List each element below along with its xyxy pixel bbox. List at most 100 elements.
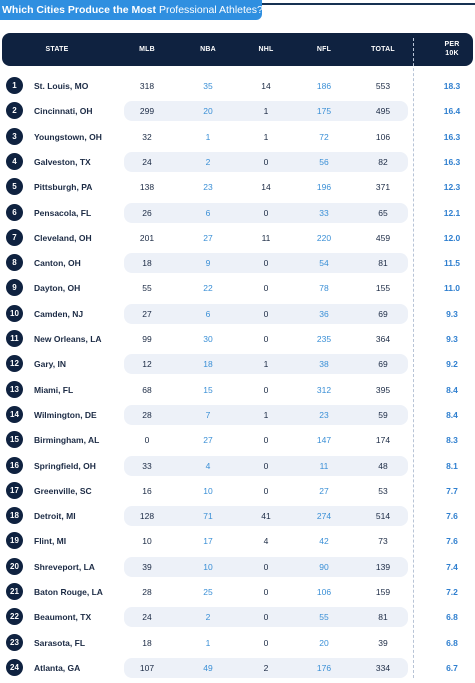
total-cell: 159 bbox=[375, 587, 391, 597]
total-cell: 81 bbox=[378, 612, 388, 623]
nhl-cell: 0 bbox=[263, 384, 269, 395]
per10k-cell: 11.5 bbox=[443, 258, 461, 269]
rank-badge: 6 bbox=[6, 203, 23, 221]
mlb-cell: 55 bbox=[142, 283, 152, 294]
total-cell: 371 bbox=[375, 182, 391, 193]
table-row: 20 Shreveport, LA 39 10 0 90 139 7.4 bbox=[2, 556, 473, 578]
per10k-cell: 12.1 bbox=[443, 207, 461, 218]
nfl-cell: 20 bbox=[319, 637, 329, 648]
nfl-cell: 175 bbox=[316, 106, 332, 117]
table-row: 8 Canton, OH 18 9 0 54 81 11.5 bbox=[2, 252, 473, 274]
state-cell: Shreveport, LA bbox=[34, 561, 95, 572]
mlb-cell: 128 bbox=[139, 511, 155, 522]
table-row: 2 Cincinnati, OH 299 20 1 175 495 16.4 bbox=[2, 100, 473, 122]
nhl-cell: 0 bbox=[263, 612, 269, 623]
per10k-cell: 8.3 bbox=[446, 435, 458, 446]
rank-badge: 18 bbox=[6, 507, 23, 525]
per10k-cell: 8.1 bbox=[446, 460, 458, 471]
nfl-cell: 27 bbox=[319, 485, 329, 496]
rank-badge: 3 bbox=[6, 127, 23, 145]
row-band bbox=[124, 607, 408, 628]
total-cell: 48 bbox=[378, 460, 388, 471]
row-band bbox=[124, 556, 408, 577]
nba-cell: 27 bbox=[203, 435, 213, 446]
table-row: 17 Greenville, SC 16 10 0 27 53 7.7 bbox=[2, 480, 473, 502]
nba-cell: 27 bbox=[203, 232, 213, 243]
nba-cell: 22 bbox=[203, 283, 213, 294]
nhl-cell: 41 bbox=[261, 511, 271, 522]
nfl-cell: 38 bbox=[319, 359, 329, 370]
table-row: 22 Beaumont, TX 24 2 0 55 81 6.8 bbox=[2, 606, 473, 628]
rank-badge: 9 bbox=[6, 279, 23, 297]
nhl-cell: 0 bbox=[263, 587, 269, 597]
total-cell: 174 bbox=[375, 435, 391, 446]
state-cell: Beaumont, TX bbox=[34, 612, 92, 623]
total-cell: 514 bbox=[375, 511, 391, 522]
table-row: 11 New Orleans, LA 99 30 0 235 364 9.3 bbox=[2, 328, 473, 350]
nfl-cell: 54 bbox=[319, 258, 329, 269]
mlb-cell: 16 bbox=[142, 485, 152, 496]
nhl-cell: 2 bbox=[263, 662, 269, 673]
mlb-cell: 10 bbox=[142, 536, 152, 547]
state-cell: Pittsburgh, PA bbox=[34, 182, 93, 193]
mlb-cell: 107 bbox=[139, 662, 155, 673]
nfl-cell: 312 bbox=[316, 384, 332, 395]
nhl-cell: 14 bbox=[261, 182, 271, 193]
table-row: 3 Youngstown, OH 32 1 1 72 106 16.3 bbox=[2, 126, 473, 148]
nba-cell: 17 bbox=[203, 536, 213, 547]
nba-cell: 1 bbox=[205, 637, 211, 648]
table-row: 15 Birmingham, AL 0 27 0 147 174 8.3 bbox=[2, 429, 473, 451]
per10k-cell: 7.6 bbox=[446, 536, 458, 547]
rank-badge: 11 bbox=[6, 330, 23, 347]
nba-cell: 71 bbox=[203, 511, 213, 522]
nfl-cell: 186 bbox=[316, 81, 332, 91]
state-cell: Baton Rouge, LA bbox=[34, 587, 103, 597]
state-cell: Galveston, TX bbox=[34, 156, 91, 167]
nfl-cell: 78 bbox=[319, 283, 329, 294]
state-cell: Birmingham, AL bbox=[34, 435, 100, 446]
state-cell: Wilmington, DE bbox=[34, 409, 97, 420]
per10k-cell: 16.3 bbox=[443, 131, 461, 142]
nba-cell: 23 bbox=[203, 182, 213, 193]
total-cell: 69 bbox=[378, 359, 388, 370]
nfl-cell: 23 bbox=[319, 409, 329, 420]
nfl-cell: 106 bbox=[316, 587, 332, 597]
state-cell: Atlanta, GA bbox=[34, 662, 81, 673]
per10k-cell: 11.0 bbox=[443, 283, 461, 294]
per10k-cell: 7.4 bbox=[446, 561, 458, 572]
header-nfl: NFL bbox=[316, 46, 332, 53]
mlb-cell: 27 bbox=[142, 308, 152, 319]
per10k-cell: 7.6 bbox=[446, 511, 458, 522]
per10k-cell: 8.4 bbox=[446, 384, 458, 395]
nhl-cell: 0 bbox=[263, 258, 269, 269]
table-header: STATE MLB NBA NHL NFL TOTAL PER 10K bbox=[2, 33, 473, 66]
total-cell: 139 bbox=[375, 561, 391, 572]
mlb-cell: 28 bbox=[142, 587, 152, 597]
nhl-cell: 0 bbox=[263, 460, 269, 471]
rank-badge: 23 bbox=[6, 633, 23, 651]
nba-cell: 18 bbox=[203, 359, 213, 370]
total-cell: 106 bbox=[375, 131, 391, 142]
nhl-cell: 0 bbox=[263, 435, 269, 446]
per10k-cell: 9.3 bbox=[446, 334, 458, 344]
rank-badge: 16 bbox=[6, 456, 23, 474]
total-cell: 459 bbox=[375, 232, 391, 243]
table-row: 16 Springfield, OH 33 4 0 11 48 8.1 bbox=[2, 455, 473, 477]
total-cell: 364 bbox=[375, 334, 391, 344]
rank-badge: 15 bbox=[6, 431, 23, 449]
title-light: Professional Athletes? bbox=[158, 4, 263, 16]
row-band bbox=[124, 506, 408, 527]
header-per10k-line1: PER bbox=[444, 41, 460, 48]
per10k-cell: 12.0 bbox=[443, 232, 461, 243]
total-cell: 73 bbox=[378, 536, 388, 547]
table-row: 24 Atlanta, GA 107 49 2 176 334 6.7 bbox=[2, 657, 473, 679]
table-row: 19 Flint, MI 10 17 4 42 73 7.6 bbox=[2, 530, 473, 552]
mlb-cell: 299 bbox=[139, 106, 155, 117]
row-band bbox=[124, 404, 408, 425]
nhl-cell: 1 bbox=[263, 106, 269, 117]
nfl-cell: 235 bbox=[316, 334, 332, 344]
mlb-cell: 0 bbox=[144, 435, 150, 446]
total-cell: 69 bbox=[378, 308, 388, 319]
row-band bbox=[124, 354, 408, 375]
mlb-cell: 18 bbox=[142, 637, 152, 648]
